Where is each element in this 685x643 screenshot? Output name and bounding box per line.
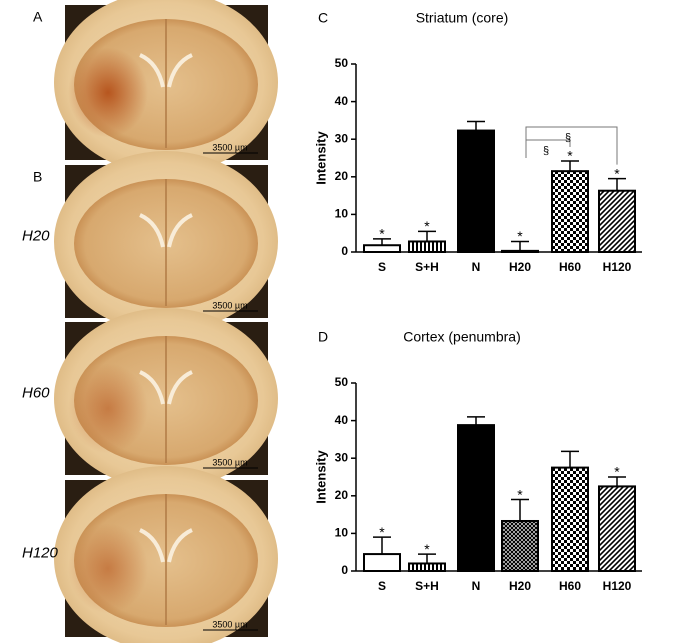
comparison-label: § xyxy=(543,145,549,157)
significance-mark: * xyxy=(424,218,430,234)
y-tick-label: 10 xyxy=(335,207,349,221)
bar xyxy=(501,519,539,573)
bar xyxy=(363,244,401,253)
bar xyxy=(551,170,589,253)
bar xyxy=(408,240,446,253)
y-tick-label: 0 xyxy=(341,563,348,577)
bar xyxy=(598,189,636,254)
error-bar xyxy=(467,120,485,131)
ventricles xyxy=(139,53,193,88)
error-bar xyxy=(373,536,391,555)
bar xyxy=(501,249,539,253)
x-tick-label: S xyxy=(378,579,386,593)
scale-label: 3500 µm xyxy=(212,142,247,152)
x-tick-label: H120 xyxy=(603,260,632,274)
y-tick-label: 30 xyxy=(335,131,349,145)
error-bar xyxy=(418,553,436,564)
scale-label: 3500 µm xyxy=(212,457,247,467)
significance-mark: * xyxy=(614,165,620,181)
x-tick-label: S+H xyxy=(415,579,439,593)
significance-mark: * xyxy=(567,148,573,164)
bar xyxy=(457,424,495,572)
lesion xyxy=(68,363,148,454)
y-axis-label: Intensity xyxy=(313,450,328,504)
group-label: H20 xyxy=(22,227,50,244)
bar xyxy=(408,562,446,572)
error-bar xyxy=(608,177,626,191)
error-bar xyxy=(467,416,485,426)
y-axis-label: Intensity xyxy=(313,131,328,185)
bar xyxy=(457,129,495,253)
error-bar xyxy=(608,476,626,487)
error-bar xyxy=(561,450,579,468)
error-bar xyxy=(511,498,529,521)
scale-label: 3500 µm xyxy=(212,300,247,310)
panel-letter: A xyxy=(33,9,43,25)
x-tick-label: S xyxy=(378,260,386,274)
x-tick-label: H120 xyxy=(603,579,632,593)
x-tick-label: H60 xyxy=(559,579,581,593)
x-tick-label: H60 xyxy=(559,260,581,274)
error-bar xyxy=(418,230,436,242)
scale-label: 3500 µm xyxy=(212,619,247,629)
y-tick-label: 20 xyxy=(335,169,349,183)
error-bar xyxy=(373,238,391,246)
group-label: H120 xyxy=(22,544,59,561)
error-bar xyxy=(511,240,529,251)
chart-title: Striatum (core) xyxy=(416,10,509,26)
significance-mark: * xyxy=(517,486,523,502)
significance-mark: * xyxy=(379,226,385,242)
y-tick-label: 50 xyxy=(335,56,349,70)
y-tick-label: 40 xyxy=(335,413,349,427)
bar xyxy=(598,485,636,572)
y-tick-label: 20 xyxy=(335,488,349,502)
bar xyxy=(551,466,589,573)
panel-letter: B xyxy=(33,169,42,185)
x-tick-label: N xyxy=(472,260,481,274)
significance-mark: * xyxy=(424,541,430,557)
error-bar xyxy=(561,160,579,172)
comparison-label: § xyxy=(565,132,571,144)
y-tick-label: 50 xyxy=(335,375,349,389)
chart-title: Cortex (penumbra) xyxy=(403,329,521,345)
panel-letter: D xyxy=(318,329,328,345)
x-tick-label: H20 xyxy=(509,260,531,274)
bar xyxy=(363,553,401,573)
y-tick-label: 10 xyxy=(335,526,349,540)
x-tick-label: S+H xyxy=(415,260,439,274)
ventricles xyxy=(139,370,193,405)
significance-mark: * xyxy=(614,464,620,480)
y-tick-label: 40 xyxy=(335,94,349,108)
x-tick-label: H20 xyxy=(509,579,531,593)
y-tick-label: 30 xyxy=(335,450,349,464)
panel-letter: C xyxy=(318,10,328,26)
comparison-bracket xyxy=(525,126,618,165)
y-tick-label: 0 xyxy=(341,244,348,258)
ventricles xyxy=(139,528,193,563)
lesion xyxy=(68,47,148,138)
significance-mark: * xyxy=(517,228,523,244)
lesion xyxy=(68,523,148,614)
significance-mark: * xyxy=(379,524,385,540)
group-label: H60 xyxy=(22,384,50,401)
ventricles xyxy=(139,213,193,248)
x-tick-label: N xyxy=(472,579,481,593)
